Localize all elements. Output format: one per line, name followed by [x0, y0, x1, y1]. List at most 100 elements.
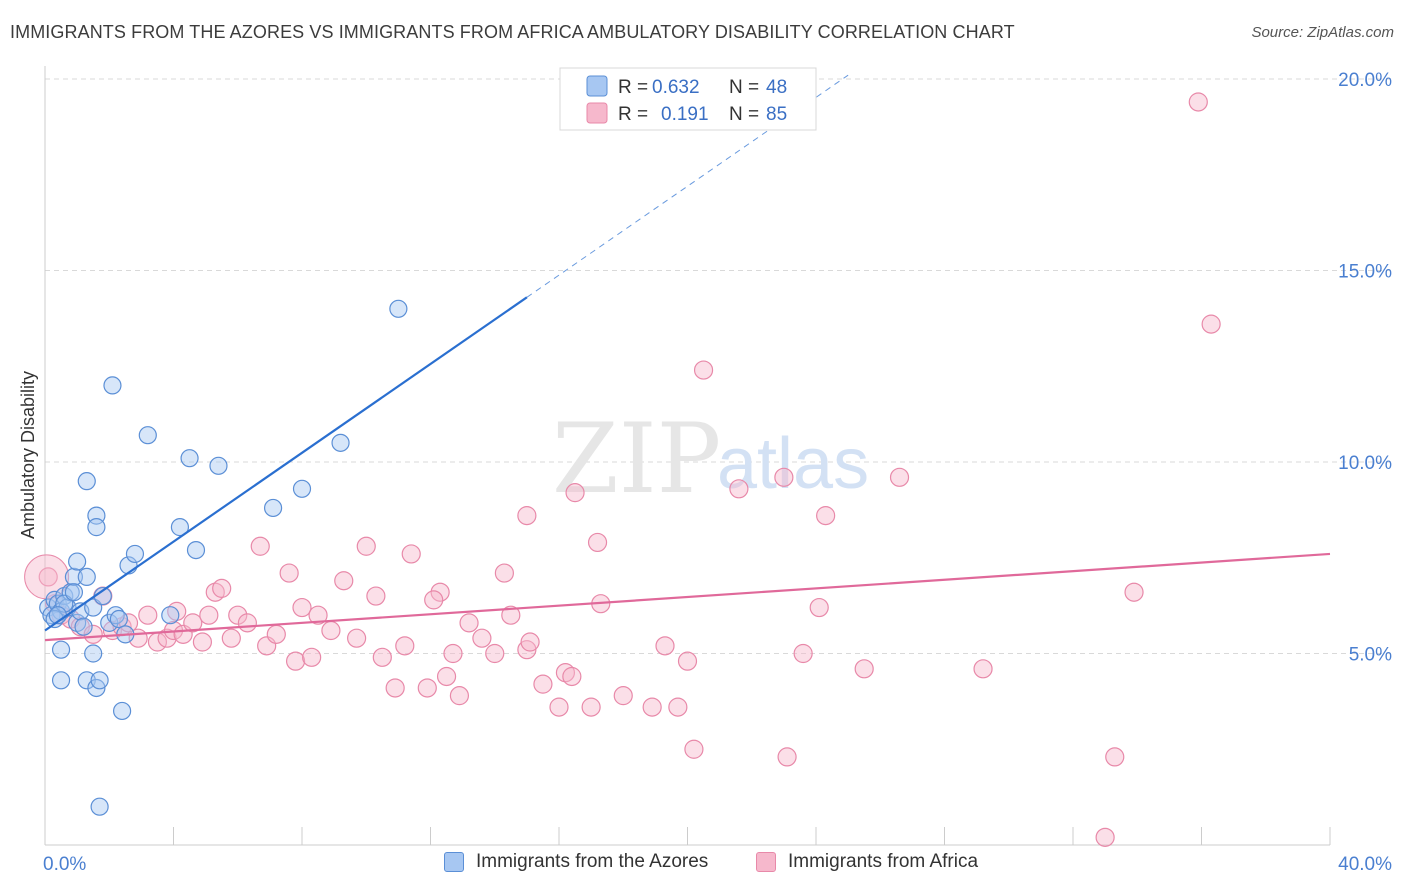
africa-point: [266, 624, 286, 644]
legend-bottom-label-africa: Immigrants from Africa: [788, 851, 979, 872]
africa-point: [587, 532, 608, 553]
africa-point: [321, 620, 341, 641]
azores-point: [87, 518, 106, 537]
africa-point: [292, 597, 312, 618]
africa-point: [816, 506, 836, 526]
africa-point: [565, 483, 585, 503]
africa-point: [1105, 747, 1125, 767]
y-tick-label: 10.0%: [1338, 453, 1392, 474]
africa-point: [401, 544, 421, 564]
africa-point: [793, 643, 813, 664]
azores-point: [170, 518, 190, 537]
africa-point: [517, 506, 537, 526]
africa-point: [279, 563, 299, 583]
africa-point: [285, 651, 306, 671]
azores-point: [68, 552, 87, 571]
africa-point: [443, 643, 463, 664]
africa-point: [693, 360, 714, 380]
azores-point: [138, 426, 157, 445]
africa-point: [501, 605, 521, 625]
watermark-zip: ZIP: [552, 403, 721, 515]
legend-r-value-azores: 0.632: [652, 77, 700, 98]
x-tick-label: 40.0%: [1338, 854, 1392, 875]
azores-point: [77, 671, 96, 690]
azores-point: [180, 449, 199, 468]
azores-point: [51, 640, 71, 659]
africa-point: [302, 647, 322, 667]
azores-point: [109, 609, 128, 629]
africa-point: [436, 666, 457, 687]
y-tick-label: 15.0%: [1338, 262, 1392, 283]
azores-point: [263, 498, 283, 518]
africa-point: [424, 590, 444, 610]
azores-point: [64, 583, 84, 602]
azores-point: [74, 617, 93, 636]
africa-point: [494, 563, 514, 583]
africa-trend-line: [44, 552, 1331, 642]
africa-point: [347, 628, 367, 648]
legend-n-value-africa: 85: [766, 104, 787, 125]
africa-point: [449, 686, 470, 706]
africa-point: [38, 567, 58, 587]
africa-point: [777, 747, 797, 767]
africa-point: [1124, 582, 1144, 602]
azores-point: [90, 797, 109, 816]
africa-point: [395, 636, 415, 656]
azores-point: [186, 540, 206, 560]
x-tick-label: 0.0%: [43, 854, 86, 875]
africa-points: [24, 92, 1221, 847]
africa-point: [237, 613, 257, 633]
africa-point: [642, 697, 662, 717]
chart-source: Source: ZipAtlas.com: [1251, 24, 1394, 41]
watermark-atlas: atlas: [717, 424, 869, 504]
legend-n-label-azores: N =: [729, 77, 759, 98]
africa-point: [520, 632, 540, 652]
africa-point: [1095, 827, 1115, 847]
africa-point: [485, 643, 505, 664]
y-tick-label: 20.0%: [1338, 70, 1392, 91]
chart-title: IMMIGRANTS FROM THE AZORES VS IMMIGRANTS…: [10, 22, 1015, 42]
africa-point: [366, 586, 386, 606]
legend-bottom-swatch-azores: [444, 852, 464, 872]
africa-point: [228, 605, 248, 625]
africa-point: [1201, 314, 1221, 334]
africa-point: [562, 666, 582, 687]
africa-point: [417, 678, 437, 698]
azores-point: [64, 567, 84, 587]
africa-point: [334, 571, 354, 591]
africa-point: [729, 479, 749, 499]
azores-point: [389, 299, 408, 318]
africa-point: [250, 536, 270, 556]
legend-swatch-azores: [586, 75, 608, 97]
africa-point: [774, 467, 794, 487]
africa-point: [308, 605, 328, 625]
azores-trend-line: [44, 296, 528, 632]
africa-point: [430, 582, 450, 602]
azores-point: [77, 472, 96, 491]
africa-point: [183, 613, 203, 633]
legend-swatch-africa: [586, 102, 608, 124]
azores-point: [161, 606, 180, 625]
legend-bottom-label-azores: Immigrants from the Azores: [476, 851, 709, 872]
africa-point: [533, 674, 553, 694]
azores-points: [39, 299, 408, 816]
azores-point: [103, 376, 122, 395]
y-axis-label: Ambulatory Disability: [18, 371, 38, 539]
africa-point: [809, 597, 829, 618]
africa-point: [613, 686, 633, 706]
legend-n-value-azores: 48: [766, 77, 787, 98]
azores-point: [112, 701, 132, 721]
watermark: ZIP atlas: [552, 403, 869, 515]
legend-bottom-swatch-africa: [756, 852, 776, 872]
africa-point: [973, 659, 993, 679]
africa-point: [212, 578, 232, 598]
africa-point: [138, 605, 158, 625]
africa-point: [192, 632, 213, 652]
azores-point: [331, 433, 350, 452]
africa-point: [889, 467, 910, 487]
azores-point: [51, 671, 71, 690]
africa-point: [199, 605, 219, 625]
azores-point: [77, 567, 96, 587]
africa-point: [472, 628, 492, 648]
tick-labels: 5.0% 10.0% 15.0% 20.0% 0.0% 40.0%: [43, 70, 1392, 875]
